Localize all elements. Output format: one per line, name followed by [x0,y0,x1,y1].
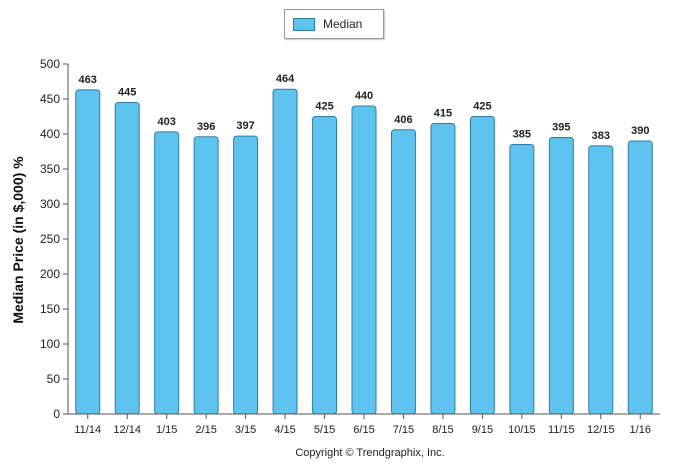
legend: Median [284,9,384,39]
bar-6/15 [351,105,377,415]
bar-10/15 [509,144,535,415]
bar-1/15 [154,131,180,415]
value-label: 415 [434,108,452,120]
x-tick-label: 9/15 [472,424,493,436]
y-tick-label: 400 [40,127,60,141]
axes-layer: 0 50 100 150 200 250 300 350 400 450 500 11/14 12/14… [40,57,660,436]
x-tick-label: 12/14 [113,424,141,436]
x-tick-label: 11/15 [548,424,575,436]
x-tick-label: 7/15 [393,424,414,436]
bar-11/14 [75,89,101,415]
bar-2/15 [193,136,219,415]
x-tick-label: 1/15 [156,424,177,436]
bar-9/15 [469,116,495,415]
y-tick-label: 300 [40,197,60,211]
legend-label: Median [323,17,363,31]
bar-12/14 [114,102,140,415]
value-label: 406 [394,114,412,126]
bars-layer [75,88,653,415]
bar-7/15 [390,129,416,415]
value-label: 445 [118,87,136,99]
x-tick-label: 12/15 [587,424,615,436]
y-tick-label: 500 [40,57,60,71]
x-tick-label: 5/15 [314,424,335,436]
y-tick-label: 250 [40,232,60,246]
bar-12/15 [588,145,614,415]
bar-11/15 [548,137,574,415]
value-label: 395 [552,122,570,134]
y-tick-label: 200 [40,267,60,281]
bar-5/15 [312,116,338,415]
y-tick-label: 350 [40,162,60,176]
value-label: 425 [315,101,333,113]
value-label: 397 [236,120,254,132]
y-tick-label: 0 [53,407,60,421]
y-tick-label: 100 [40,337,60,351]
value-label: 425 [473,101,491,113]
x-tick-label: 6/15 [353,424,374,436]
bar-1/16 [627,140,653,415]
value-label: 396 [197,121,215,133]
value-label: 403 [157,116,175,128]
x-tick-label: 4/15 [274,424,295,436]
x-tick-label: 3/15 [235,424,256,436]
x-tick-label: 2/15 [195,424,216,436]
bar-3/15 [233,135,259,415]
copyright-text: Copyright © Trendgraphix, Inc. [295,447,445,459]
y-axis-label: Median Price (in $,000) % [10,156,26,324]
value-labels-layer: 463 445 403 396 397 464 425 440 406 415 425 385 395 3… [79,73,650,142]
value-label: 463 [79,74,97,86]
x-tick-label: 10/15 [508,424,536,436]
x-tick-label: 11/14 [74,424,101,436]
value-label: 383 [592,130,610,142]
y-tick-label: 50 [47,372,61,386]
x-tick-label: 1/16 [630,424,651,436]
y-tick-label: 150 [40,302,60,316]
y-tick-label: 450 [40,92,60,106]
bar-4/15 [272,88,298,415]
value-label: 390 [631,125,649,137]
value-label: 440 [355,90,373,102]
bar-8/15 [430,123,456,415]
legend-swatch [293,18,315,31]
value-label: 464 [276,73,295,85]
value-label: 385 [513,129,531,141]
x-tick-label: 8/15 [432,424,453,436]
